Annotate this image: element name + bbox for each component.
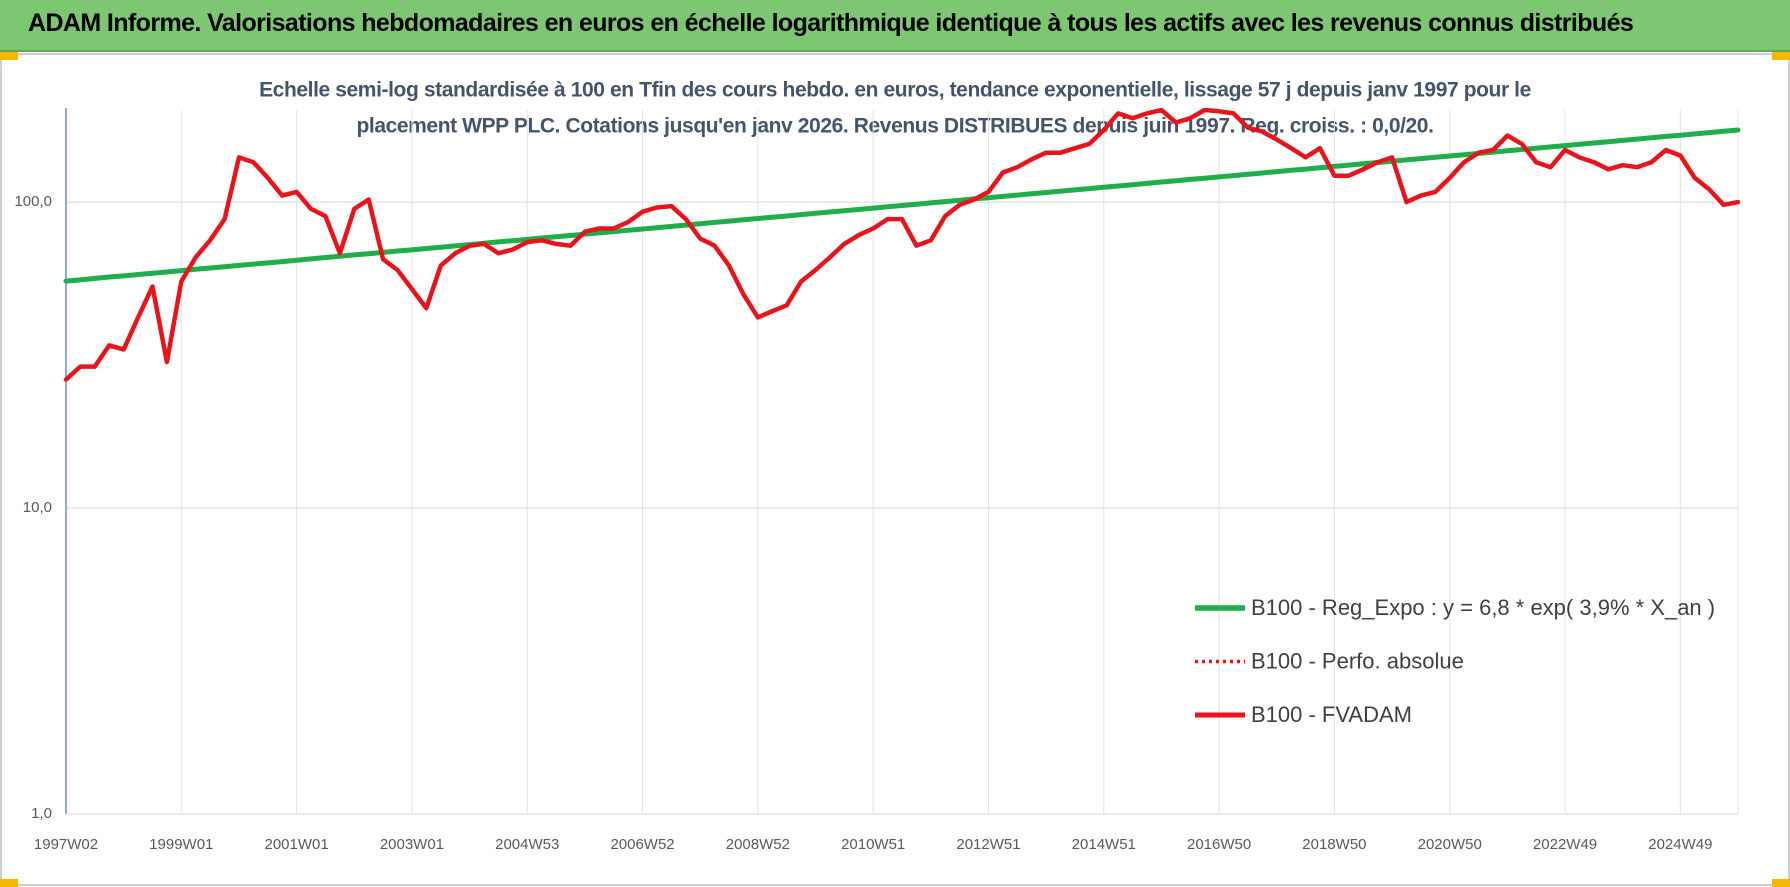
chart-subtitle: placement WPP PLC. Cotations jusqu'en ja… — [356, 115, 1433, 138]
y-tick-label: 100,0 — [14, 193, 52, 210]
corner-mark — [1772, 879, 1790, 887]
x-tick-label: 2014W51 — [1072, 836, 1136, 853]
legend-label: B100 - Reg_Expo : y = 6,8 * exp( 3,9% * … — [1251, 595, 1715, 620]
series-line — [63, 127, 1741, 284]
x-tick-label: 2004W53 — [495, 836, 559, 853]
x-tick-label: 2018W50 — [1302, 836, 1366, 853]
x-tick-label: 2003W01 — [380, 836, 444, 853]
x-tick-label: 2016W50 — [1187, 836, 1251, 853]
x-tick-label: 1999W01 — [149, 836, 213, 853]
chart-subtitle: Echelle semi-log standardisée à 100 en T… — [259, 79, 1531, 102]
x-tick-label: 2008W52 — [726, 836, 790, 853]
x-tick-label: 2020W50 — [1418, 836, 1482, 853]
corner-mark — [0, 879, 18, 887]
x-tick-label: 2001W01 — [265, 836, 329, 853]
y-tick-label: 10,0 — [23, 499, 52, 516]
chart: Echelle semi-log standardisée à 100 en T… — [0, 52, 1790, 887]
chart-frame — [0, 53, 1790, 886]
x-tick-label: 2012W51 — [956, 836, 1020, 853]
plot-area — [63, 108, 1741, 382]
legend-label: B100 - Perfo. absolue — [1251, 648, 1464, 673]
x-tick-label: 1997W02 — [34, 836, 98, 853]
x-tick-label: 2024W49 — [1648, 836, 1712, 853]
corner-mark — [1772, 52, 1790, 60]
legend-label: B100 - FVADAM — [1251, 702, 1412, 727]
header: ADAM Informe. Valorisations hebdomadaire… — [0, 0, 1790, 52]
x-tick-label: 2022W49 — [1533, 836, 1597, 853]
x-tick-label: 2010W51 — [841, 836, 905, 853]
series-line — [63, 108, 1741, 382]
corner-mark — [0, 52, 18, 60]
x-tick-label: 2006W52 — [610, 836, 674, 853]
y-tick-label: 1,0 — [31, 805, 52, 822]
chart-title: ADAM Informe. Valorisations hebdomadaire… — [28, 9, 1634, 37]
